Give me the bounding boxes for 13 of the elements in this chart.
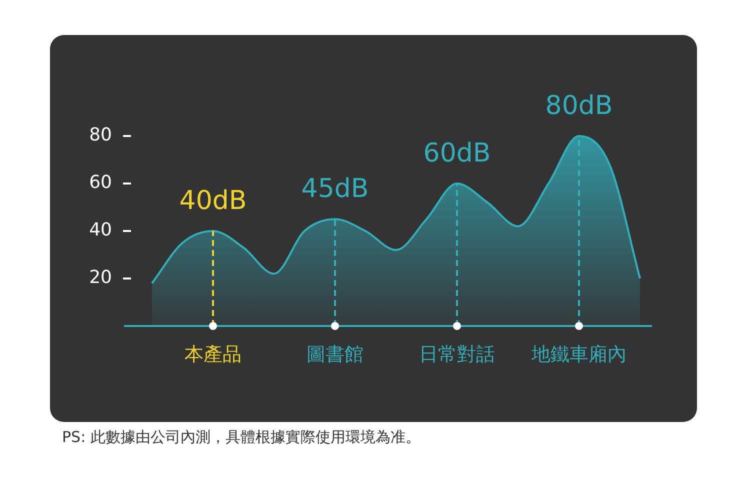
x-tick-label: 本產品 [184, 343, 242, 366]
y-tick-label: 60 [89, 172, 112, 194]
annotation: 80dB [545, 90, 613, 121]
annotation: 40dB [179, 186, 247, 216]
text: PS: 此數據由公司內測，具體根據實際使用環境為准。 [62, 428, 420, 447]
annotation: 60dB [423, 138, 491, 168]
x-tick-label: 圖書館 [306, 343, 364, 366]
annotation: 45dB [301, 174, 369, 204]
y-tick-label: 40 [89, 220, 112, 241]
y-tick-label: 80 [89, 124, 112, 146]
x-tick-label: 地鐵車廂內 [530, 343, 626, 366]
y-tick-label: 20 [89, 267, 112, 288]
x-tick-label: 日常對話 [419, 343, 495, 366]
